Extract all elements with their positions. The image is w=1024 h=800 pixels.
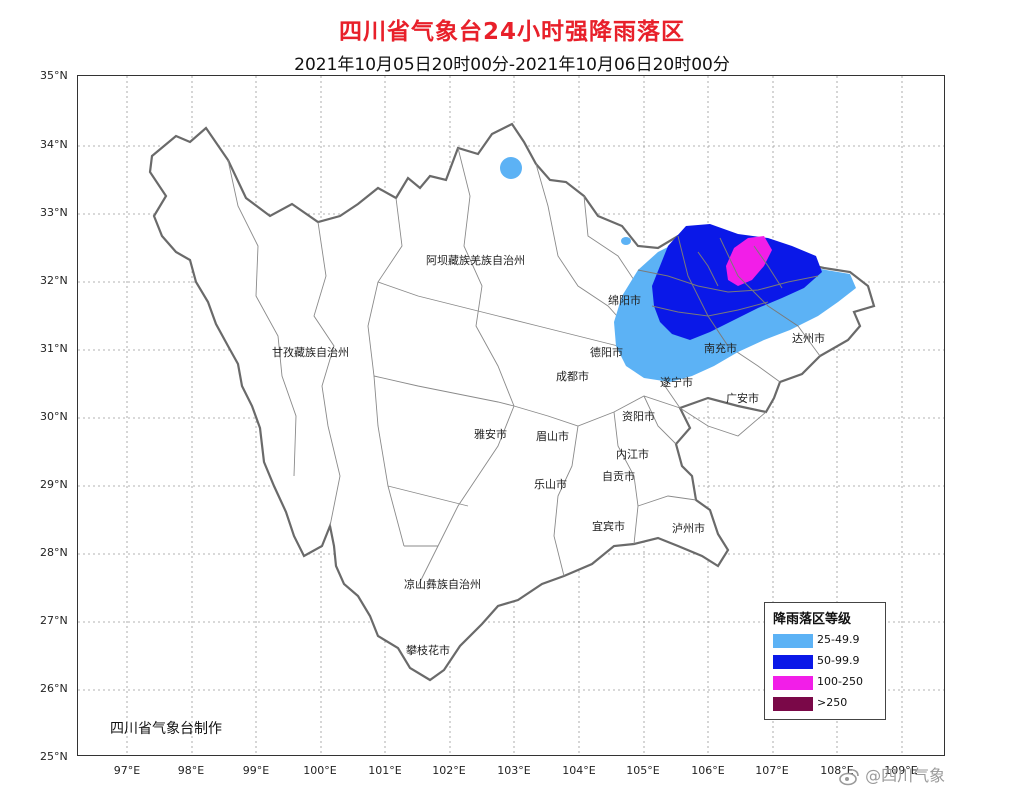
lon-label: 97°E (113, 764, 141, 777)
lat-label: 29°N (40, 478, 68, 491)
lat-label: 34°N (40, 138, 68, 151)
lat-label: 25°N (40, 750, 68, 763)
rain-zone-100-250 (726, 236, 772, 286)
lon-label: 102°E (432, 764, 466, 777)
legend-swatch (773, 655, 813, 669)
lat-label: 26°N (40, 682, 68, 695)
watermark-text: @四川气象 (865, 766, 946, 785)
legend: 降雨落区等级 25-49.9 50-99.9 100-250 >250 (764, 602, 886, 720)
lat-label: 31°N (40, 342, 68, 355)
region-label-aba: 阿坝藏族羌族自治州 (426, 254, 525, 267)
lat-label: 32°N (40, 274, 68, 287)
map-subtitle: 2021年10月05日20时00分-2021年10月06日20时00分 (294, 55, 730, 75)
weibo-watermark: @四川气象 (838, 762, 945, 786)
lon-label: 106°E (691, 764, 725, 777)
map-title: 四川省气象台24小时强降雨落区 (338, 19, 685, 45)
city-label-yibin: 宜宾市 (592, 520, 625, 533)
legend-label: >250 (817, 696, 848, 709)
lat-label: 35°N (40, 69, 68, 82)
lon-label: 105°E (626, 764, 660, 777)
city-label-nanchong: 南充市 (704, 342, 737, 355)
lon-label: 107°E (755, 764, 789, 777)
legend-swatch (773, 676, 813, 690)
city-label-guangan: 广安市 (726, 392, 759, 405)
city-label-mianyang: 绵阳市 (608, 294, 641, 307)
city-label-yaan: 雅安市 (474, 428, 507, 441)
city-label-ziyang: 资阳市 (622, 410, 655, 423)
city-label-deyang: 德阳市 (590, 346, 623, 359)
lon-label: 101°E (368, 764, 402, 777)
weibo-icon (839, 768, 859, 785)
region-label-liangshan: 凉山彝族自治州 (404, 578, 481, 591)
region-label-ganzi: 甘孜藏族自治州 (272, 346, 349, 359)
city-label-dazhou: 达州市 (792, 332, 825, 345)
city-label-neijiang: 内江市 (616, 448, 649, 461)
city-label-meishan: 眉山市 (536, 430, 569, 443)
city-label-leshan: 乐山市 (534, 478, 567, 491)
legend-label: 100-250 (817, 675, 863, 688)
lon-label: 104°E (562, 764, 596, 777)
legend-swatch (773, 634, 813, 648)
legend-swatch (773, 697, 813, 711)
lat-label: 27°N (40, 614, 68, 627)
lon-label: 103°E (497, 764, 531, 777)
lon-label: 100°E (303, 764, 337, 777)
lat-label: 30°N (40, 410, 68, 423)
city-label-zigong: 自贡市 (602, 470, 635, 483)
city-label-suining: 遂宁市 (660, 376, 693, 389)
lon-label: 98°E (177, 764, 205, 777)
city-label-chengdu: 成都市 (556, 370, 589, 383)
legend-label: 50-99.9 (817, 654, 860, 667)
city-label-luzhou: 泸州市 (672, 522, 705, 535)
rain-area-boundaries (637, 235, 819, 347)
legend-title: 降雨落区等级 (773, 612, 852, 627)
legend-label: 25-49.9 (817, 633, 860, 646)
lon-label: 109°E (884, 764, 918, 777)
lat-label: 28°N (40, 546, 68, 559)
city-label-panzhihua: 攀枝花市 (406, 644, 450, 657)
lat-label: 33°N (40, 206, 68, 219)
producer-credit: 四川省气象台制作 (110, 721, 222, 737)
lon-label: 99°E (242, 764, 270, 777)
